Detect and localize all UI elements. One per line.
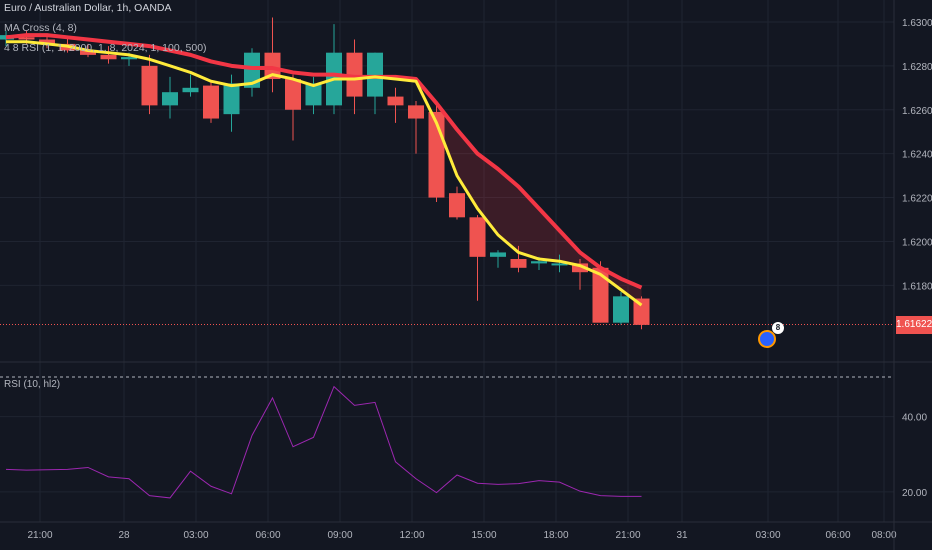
candle-up[interactable]: [182, 87, 199, 93]
candle-up[interactable]: [305, 83, 322, 106]
event-count-badge: 8: [772, 322, 784, 334]
candles[interactable]: [0, 17, 650, 330]
candle-up[interactable]: [531, 261, 547, 264]
candle-down[interactable]: [100, 54, 117, 60]
ma-cross-fill: [436, 103, 642, 306]
time-tick-label: 21:00: [615, 530, 640, 541]
candle-up[interactable]: [244, 52, 260, 88]
time-axis[interactable]: 21:00 28 03:00 06:00 09:00 12:00 15:00 18:00 21:…: [27, 530, 896, 541]
price-tick-label: 1.62400: [902, 150, 932, 161]
ma-slow-line: [5, 33, 643, 290]
candle-down[interactable]: [510, 259, 527, 268]
time-tick-label: 03:00: [183, 530, 208, 541]
candle-down[interactable]: [264, 52, 281, 80]
candle-down[interactable]: [39, 39, 55, 44]
time-tick-label: 06:00: [825, 530, 850, 541]
rsi-legend[interactable]: RSI (10, hl2): [4, 379, 61, 390]
last-price-label: 1.61622: [896, 316, 932, 334]
symbol-title[interactable]: Euro / Australian Dollar, 1h, OANDA: [4, 2, 172, 14]
candle-up[interactable]: [490, 252, 506, 257]
candle-down[interactable]: [203, 85, 219, 119]
time-tick-label: 28: [118, 530, 130, 541]
candle-down[interactable]: [633, 298, 650, 325]
candle-up[interactable]: [162, 92, 178, 106]
price-tick-label: 1.62000: [902, 237, 932, 248]
time-tick-label: 12:00: [399, 530, 424, 541]
time-tick-label: 15:00: [471, 530, 496, 541]
rsi-strategy-legend[interactable]: 4 8 RSI (1, 1, 2000, 1, 8, 2024, 1, 100,…: [4, 42, 207, 54]
candle-down[interactable]: [285, 79, 301, 110]
candle-down[interactable]: [449, 193, 465, 218]
flag-icon[interactable]: [758, 330, 776, 348]
time-tick-label: 09:00: [327, 530, 352, 541]
candle-down[interactable]: [346, 52, 363, 97]
ma-fast-line: [6, 40, 643, 307]
candle-up[interactable]: [121, 57, 137, 60]
candle-up[interactable]: [223, 83, 240, 115]
time-tick-label: 08:00: [871, 530, 896, 541]
price-tick-label: 1.62800: [902, 62, 932, 73]
time-tick-label: 03:00: [755, 530, 780, 541]
grid: [0, 0, 894, 522]
price-tick-label: 1.63000: [902, 18, 932, 29]
ma-cross-area: [436, 103, 642, 306]
candle-down[interactable]: [80, 50, 96, 55]
rsi-tick-label: 20.00: [902, 488, 927, 499]
candle-down[interactable]: [141, 65, 158, 106]
candle-down[interactable]: [592, 267, 609, 323]
price-axis[interactable]: 1.63000 1.62800 1.62600 1.62400 1.62200 1.620…: [902, 18, 932, 499]
rsi-pane[interactable]: [5, 385, 642, 499]
price-tick-label: 1.62600: [902, 106, 932, 117]
candle-down[interactable]: [469, 217, 486, 257]
rsi-tick-label: 40.00: [902, 413, 927, 424]
candle-down[interactable]: [18, 37, 35, 40]
ma-lines: [0, 33, 894, 325]
rsi-line[interactable]: [5, 385, 642, 499]
price-tick-label: 1.61800: [902, 281, 932, 292]
time-tick-label: 21:00: [27, 530, 52, 541]
ma-cross-legend[interactable]: MA Cross (4, 8): [4, 22, 77, 34]
time-tick-label: 06:00: [255, 530, 280, 541]
time-tick-label: 31: [676, 530, 688, 541]
candle-up[interactable]: [367, 52, 383, 97]
candle-up[interactable]: [613, 296, 629, 323]
time-tick-label: 18:00: [543, 530, 568, 541]
candle-down[interactable]: [572, 263, 588, 273]
price-tick-label: 1.62200: [902, 194, 932, 205]
candle-up[interactable]: [551, 263, 568, 266]
candle-down[interactable]: [387, 96, 404, 106]
candle-down[interactable]: [408, 105, 424, 119]
